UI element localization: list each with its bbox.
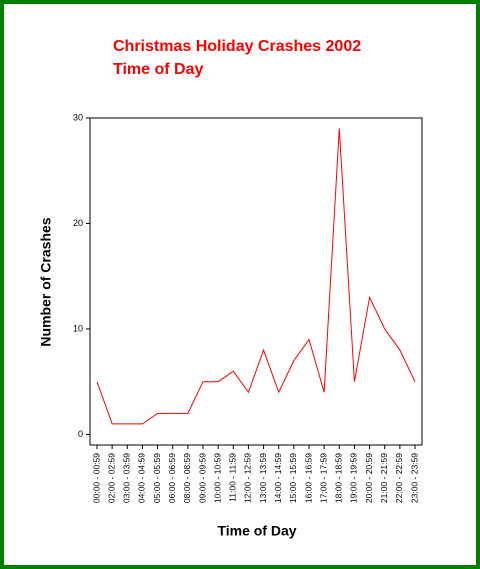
x-tick-label: 20:00 - 20:59 <box>364 453 374 503</box>
x-tick-label: 12:00 - 12:59 <box>243 453 253 503</box>
x-tick-label: 06:00 - 06:59 <box>167 453 177 503</box>
y-tick-label: 20 <box>73 218 83 228</box>
x-tick-label: 16:00 - 16:59 <box>303 453 313 503</box>
x-tick-label: 23:00 - 23:59 <box>409 453 419 503</box>
x-tick-label: 17:00 - 17:59 <box>318 453 328 503</box>
x-tick-label: 04:00 - 04:59 <box>137 453 147 503</box>
x-tick-label: 18:00 - 18:59 <box>334 453 344 503</box>
x-tick-label: 13:00 - 13:59 <box>258 453 268 503</box>
y-tick-label: 0 <box>78 429 83 439</box>
y-tick-label: 10 <box>73 323 83 333</box>
y-tick-label: 30 <box>73 112 83 122</box>
line <box>96 128 416 425</box>
chart-subtitle: Time of Day <box>113 61 204 78</box>
x-tick-label: 02:00 - 02:59 <box>106 453 116 503</box>
plot-frame <box>89 117 423 446</box>
y-axis-title: Number of Crashes <box>38 217 54 346</box>
x-tick-label: 03:00 - 03:59 <box>122 453 132 503</box>
x-tick-label: 05:00 - 05:59 <box>152 453 162 503</box>
x-tick-label: 09:00 - 09:59 <box>197 453 207 503</box>
x-tick-label: 14:00 - 14:59 <box>273 453 283 503</box>
x-tick-label: 21:00 - 21:59 <box>379 453 389 503</box>
x-axis-title: Time of Day <box>217 523 296 539</box>
chart-title: Christmas Holiday Crashes 2002 <box>113 38 361 55</box>
x-tick-label: 15:00 - 15:59 <box>288 453 298 503</box>
x-tick-label: 11:00 - 11:59 <box>228 453 238 502</box>
x-tick-label: 22:00 - 22:59 <box>394 453 404 503</box>
x-tick-label: 10:00 - 10:59 <box>212 453 222 503</box>
x-tick-label: 08:00 - 08:59 <box>182 453 192 503</box>
x-tick-label: 00:00 - 00:59 <box>91 453 101 503</box>
x-tick-label: 19:00 - 19:59 <box>349 453 359 503</box>
